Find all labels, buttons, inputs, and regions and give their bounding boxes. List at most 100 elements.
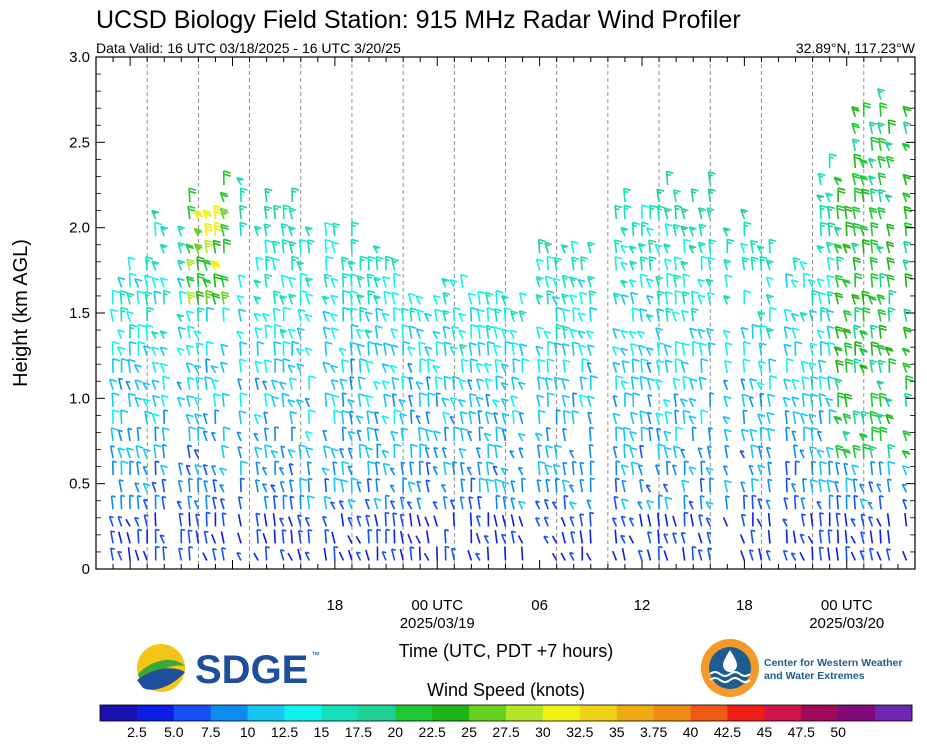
barb-staff: [304, 277, 311, 288]
wind-barb: [287, 552, 293, 561]
barb-half-flag: [496, 494, 501, 498]
wind-barb: [792, 411, 801, 425]
wind-barb: [127, 256, 136, 271]
wind-barb: [347, 260, 356, 271]
wind-barb: [451, 325, 460, 339]
barb-flag: [697, 294, 706, 298]
barb-flag: [825, 192, 834, 196]
barb-flag: [375, 325, 383, 329]
wind-barb: [904, 512, 908, 527]
barb-flag: [724, 428, 732, 433]
barb-staff: [304, 226, 311, 237]
barb-staff: [860, 531, 865, 544]
wind-barb: [373, 276, 382, 288]
wind-barb: [783, 497, 789, 510]
barb-flag: [342, 289, 350, 294]
barb-flag: [871, 242, 879, 246]
barb-staff: [477, 496, 481, 510]
barb-flag: [860, 225, 868, 229]
barb-staff: [287, 364, 293, 374]
wind-barb: [416, 480, 422, 493]
wind-barb: [722, 465, 729, 476]
barb-flag: [221, 444, 229, 449]
barb-staff: [349, 376, 353, 390]
wind-barb: [682, 409, 691, 425]
barb-half-flag: [297, 262, 302, 266]
wind-barb: [128, 341, 137, 356]
barb-staff: [262, 380, 268, 391]
wind-barb: [160, 394, 169, 408]
wind-barb: [587, 241, 596, 254]
barb-half-flag: [621, 281, 626, 284]
barb-half-flag: [468, 496, 474, 499]
barb-staff: [851, 173, 857, 186]
wind-barb: [254, 446, 263, 459]
barb-half-flag: [460, 478, 466, 481]
wind-barb: [646, 377, 655, 390]
wind-barb: [210, 534, 217, 544]
wind-barb: [493, 326, 502, 339]
barb-staff: [571, 461, 575, 476]
barb-flag: [160, 243, 168, 248]
barb-staff: [219, 484, 225, 493]
barb-half-flag: [638, 464, 643, 467]
wind-barb: [340, 479, 349, 493]
barb-staff: [375, 308, 379, 322]
wind-barb: [282, 358, 291, 373]
wind-barb: [867, 157, 876, 169]
barb-flag: [879, 102, 888, 106]
wind-barb: [674, 409, 680, 424]
wind-barb: [220, 343, 229, 356]
barb-staff: [816, 194, 822, 203]
wind-barb: [278, 381, 287, 391]
wind-barb: [828, 460, 834, 476]
barb-flag: [289, 377, 297, 381]
barb-staff: [195, 514, 200, 527]
wind-barb: [365, 394, 374, 408]
barb-staff: [288, 277, 293, 288]
wind-barb: [110, 530, 115, 544]
barb-half-flag: [374, 296, 379, 300]
wind-barb: [517, 466, 524, 476]
barb-flag: [843, 330, 852, 334]
barb-half-flag: [647, 411, 652, 415]
wind-barb: [238, 410, 247, 425]
barb-staff: [350, 478, 353, 493]
wind-barb: [612, 327, 621, 339]
barb-flag: [151, 277, 160, 281]
barb-flag: [452, 375, 460, 380]
barb-flag: [843, 413, 851, 417]
wind-barb: [478, 426, 484, 442]
barb-flag: [861, 188, 870, 192]
barb-half-flag: [376, 443, 382, 446]
wind-barb: [108, 515, 114, 527]
barb-staff: [818, 393, 822, 407]
barb-staff: [645, 314, 652, 322]
barb-staff: [331, 241, 336, 254]
barb-flag: [193, 364, 202, 369]
barb-staff: [520, 546, 524, 561]
barb-flag: [903, 451, 911, 455]
wind-barb: [757, 464, 766, 476]
barb-staff: [818, 360, 822, 373]
barb-flag: [853, 208, 861, 213]
barb-staff: [382, 276, 387, 288]
barb-half-flag: [819, 409, 824, 413]
barb-staff: [621, 480, 626, 493]
barb-staff: [578, 394, 584, 408]
barb-half-flag: [452, 461, 457, 464]
barb-flag: [620, 261, 629, 266]
barb-staff: [120, 307, 123, 322]
wind-barb: [740, 550, 746, 561]
barb-flag: [129, 272, 137, 277]
barb-staff: [494, 308, 498, 322]
barb-staff: [518, 412, 524, 425]
wind-barb: [765, 276, 774, 288]
wind-barb: [333, 477, 342, 493]
barb-flag: [187, 291, 195, 295]
wind-barb: [210, 431, 217, 442]
barb-staff: [535, 259, 541, 271]
barb-flag: [834, 417, 843, 421]
barb-flag: [744, 221, 752, 225]
barb-staff: [867, 516, 874, 527]
